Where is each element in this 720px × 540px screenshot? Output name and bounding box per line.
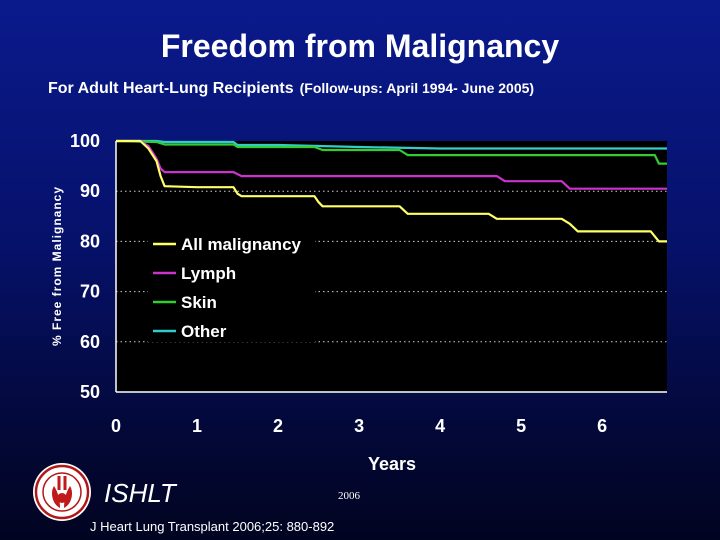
- followup-note: (Follow-ups: April 1994- June 2005): [299, 80, 535, 96]
- y-tick-label-50: 50: [80, 382, 100, 402]
- y-tick-label-80: 80: [80, 231, 100, 251]
- legend-label-skin: Skin: [181, 293, 217, 312]
- ishlt-seal-icon: [33, 463, 91, 521]
- subtitle-main: For Adult Heart-Lung Recipients: [48, 80, 294, 97]
- chart-subtitle: For Adult Heart-Lung Recipients (Follow-u…: [48, 80, 534, 98]
- series-group: [115, 139, 667, 243]
- axes-group: [115, 141, 667, 393]
- x-tick-label-5: 5: [516, 416, 526, 436]
- grid-lines: [116, 190, 667, 343]
- legend-box: [148, 232, 315, 342]
- x-tick-label-4: 4: [435, 416, 445, 436]
- x-axis-label: Years: [368, 454, 416, 474]
- x-tick-label-0: 0: [111, 416, 121, 436]
- x-tick-label-6: 6: [597, 416, 607, 436]
- y-tick-label-90: 90: [80, 181, 100, 201]
- legend-label-all-malignancy: All malignancy: [181, 235, 302, 254]
- series-line-lymph: [116, 139, 667, 190]
- series-line-other: [116, 139, 667, 150]
- chart-title: Freedom from Malignancy: [160, 28, 560, 64]
- tick-labels: 50 60 70 80 90 100 0 1 2 3 4 5 6: [70, 131, 607, 436]
- y-tick-label-100: 100: [70, 131, 100, 151]
- series-line-skin: [115, 139, 667, 165]
- x-tick-label-2: 2: [273, 416, 283, 436]
- footer-year: 2006: [338, 490, 360, 502]
- legend-label-lymph: Lymph: [181, 264, 236, 283]
- y-tick-label-70: 70: [80, 282, 100, 302]
- citation: J Heart Lung Transplant 2006;25: 880-892: [90, 519, 335, 534]
- series-line-all-malignancy: [116, 139, 667, 243]
- ishlt-logo: [32, 462, 92, 522]
- x-tick-label-3: 3: [354, 416, 364, 436]
- org-name: ISHLT: [104, 478, 176, 508]
- legend-label-other: Other: [181, 322, 227, 341]
- x-tick-label-1: 1: [192, 416, 202, 436]
- y-axis-label: % Free from Malignancy: [50, 186, 64, 346]
- legend: All malignancy Lymph Skin Other: [148, 232, 315, 342]
- y-tick-label-60: 60: [80, 332, 100, 352]
